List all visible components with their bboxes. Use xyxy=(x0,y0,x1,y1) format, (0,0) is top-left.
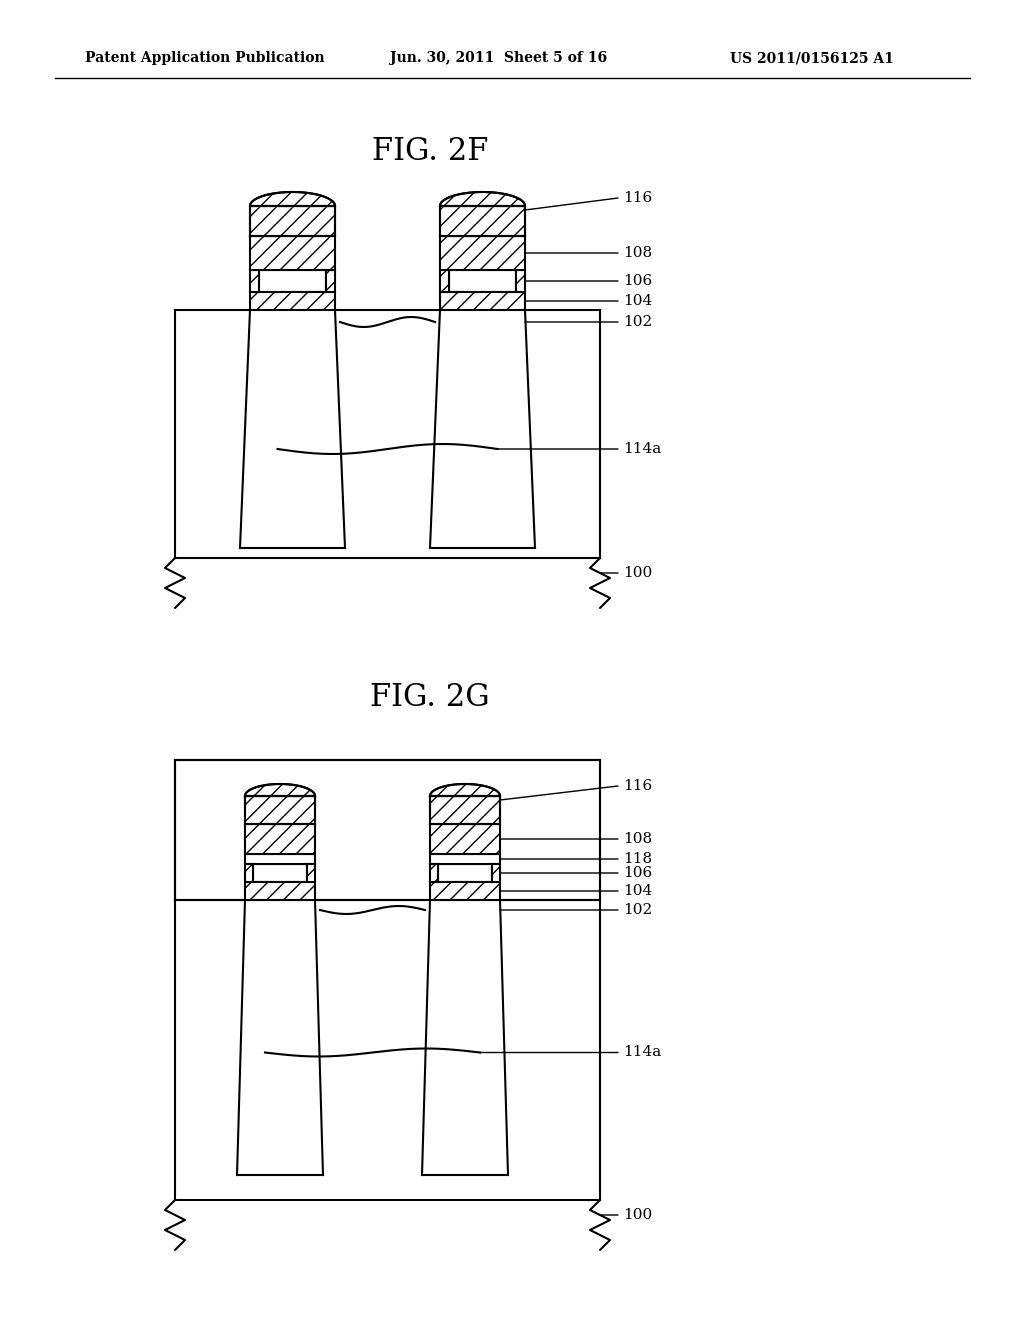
Bar xyxy=(516,271,525,292)
Bar xyxy=(440,206,525,236)
Bar xyxy=(245,854,315,865)
Text: 116: 116 xyxy=(623,191,652,205)
Text: Patent Application Publication: Patent Application Publication xyxy=(85,51,325,65)
Text: 116: 116 xyxy=(623,779,652,793)
Text: Jun. 30, 2011  Sheet 5 of 16: Jun. 30, 2011 Sheet 5 of 16 xyxy=(390,51,607,65)
Text: 114a: 114a xyxy=(623,442,662,455)
Polygon shape xyxy=(430,784,500,796)
Bar xyxy=(430,796,500,824)
Bar xyxy=(245,882,315,900)
Bar xyxy=(245,824,315,854)
Bar xyxy=(430,865,438,882)
Bar xyxy=(307,865,315,882)
Text: 104: 104 xyxy=(623,294,652,308)
Bar xyxy=(250,236,335,271)
Bar xyxy=(440,292,525,310)
Bar xyxy=(449,271,516,292)
Text: 114a: 114a xyxy=(623,1045,662,1060)
Bar xyxy=(250,292,335,310)
Text: 104: 104 xyxy=(623,884,652,898)
Bar xyxy=(438,865,492,882)
Bar xyxy=(492,865,500,882)
Text: US 2011/0156125 A1: US 2011/0156125 A1 xyxy=(730,51,894,65)
Bar xyxy=(440,271,449,292)
Bar xyxy=(175,760,600,900)
Bar xyxy=(430,854,500,865)
Bar xyxy=(259,271,326,292)
Bar xyxy=(430,824,500,854)
Text: FIG. 2G: FIG. 2G xyxy=(371,682,489,714)
Bar xyxy=(253,865,307,882)
Text: 100: 100 xyxy=(623,1208,652,1222)
Text: 100: 100 xyxy=(623,566,652,579)
Polygon shape xyxy=(250,191,335,206)
Text: 108: 108 xyxy=(623,246,652,260)
Bar xyxy=(245,865,253,882)
Text: 102: 102 xyxy=(623,315,652,329)
Text: 108: 108 xyxy=(623,832,652,846)
Text: 102: 102 xyxy=(623,903,652,917)
Bar xyxy=(430,882,500,900)
Bar xyxy=(245,796,315,824)
Polygon shape xyxy=(440,191,525,206)
Bar xyxy=(326,271,335,292)
Bar xyxy=(250,271,259,292)
Text: FIG. 2F: FIG. 2F xyxy=(372,136,488,168)
Bar xyxy=(440,236,525,271)
Polygon shape xyxy=(440,191,525,206)
Polygon shape xyxy=(245,784,315,796)
Text: 118: 118 xyxy=(623,851,652,866)
Text: 106: 106 xyxy=(623,866,652,880)
Polygon shape xyxy=(250,191,335,206)
Bar xyxy=(250,206,335,236)
Text: 106: 106 xyxy=(623,275,652,288)
